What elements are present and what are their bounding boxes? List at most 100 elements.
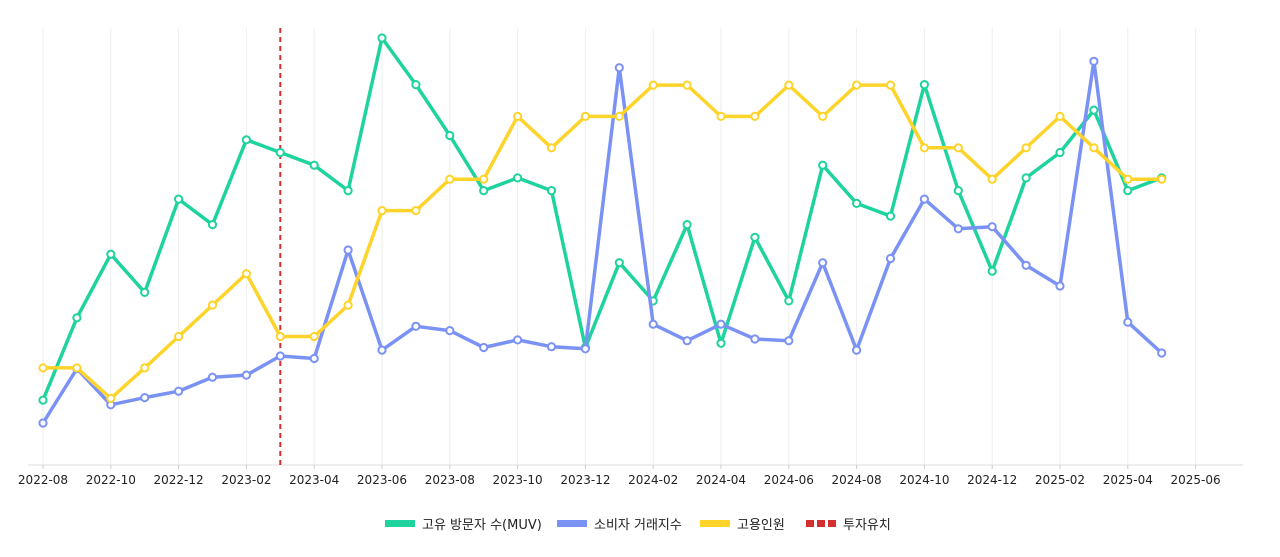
data-point[interactable]: [987, 174, 997, 184]
legend-item[interactable]: 고유 방문자 수(MUV): [385, 518, 542, 533]
data-point[interactable]: [1055, 281, 1065, 291]
data-point[interactable]: [818, 258, 828, 268]
data-point[interactable]: [445, 174, 455, 184]
data-point[interactable]: [479, 186, 489, 196]
data-point[interactable]: [1089, 105, 1099, 115]
data-point[interactable]: [987, 222, 997, 232]
data-point[interactable]: [1157, 174, 1167, 184]
data-point[interactable]: [309, 160, 319, 170]
data-point[interactable]: [919, 194, 930, 204]
data-point[interactable]: [275, 331, 285, 342]
legend[interactable]: 고유 방문자 수(MUV) 소비자 거래지수 고용인원 투자유치: [385, 518, 891, 533]
data-point[interactable]: [513, 335, 523, 345]
data-point[interactable]: [852, 80, 862, 90]
data-point[interactable]: [987, 266, 997, 276]
data-point[interactable]: [445, 326, 455, 336]
data-point[interactable]: [207, 220, 218, 230]
data-point[interactable]: [207, 372, 218, 382]
data-point[interactable]: [106, 249, 116, 259]
data-point[interactable]: [207, 300, 218, 310]
data-point[interactable]: [1021, 260, 1031, 270]
data-point[interactable]: [614, 63, 624, 73]
data-point[interactable]: [377, 206, 387, 216]
data-point[interactable]: [580, 344, 591, 354]
data-point[interactable]: [1157, 348, 1167, 358]
data-point[interactable]: [750, 232, 760, 242]
data-point[interactable]: [716, 111, 726, 122]
legend-item[interactable]: 소비자 거래지수: [557, 518, 682, 533]
data-point[interactable]: [309, 353, 319, 364]
data-point[interactable]: [38, 395, 48, 405]
data-point[interactable]: [614, 258, 624, 268]
data-point[interactable]: [953, 143, 963, 153]
data-point[interactable]: [852, 345, 862, 355]
data-point[interactable]: [343, 300, 353, 310]
data-point[interactable]: [38, 418, 48, 428]
data-point[interactable]: [1021, 173, 1031, 183]
data-point[interactable]: [919, 143, 930, 153]
data-point[interactable]: [750, 334, 760, 344]
data-point[interactable]: [479, 342, 489, 353]
data-point[interactable]: [140, 287, 150, 297]
data-point[interactable]: [1089, 143, 1099, 153]
data-point[interactable]: [445, 130, 455, 141]
data-point[interactable]: [174, 194, 184, 204]
data-point[interactable]: [241, 370, 251, 380]
legend-item[interactable]: 투자유치: [806, 518, 891, 533]
data-point[interactable]: [411, 80, 421, 90]
data-point[interactable]: [72, 363, 82, 373]
data-point[interactable]: [174, 386, 184, 396]
data-point[interactable]: [885, 211, 896, 221]
data-point[interactable]: [648, 80, 658, 90]
data-point[interactable]: [953, 186, 963, 196]
data-point[interactable]: [885, 80, 896, 90]
data-point[interactable]: [174, 331, 184, 342]
data-point[interactable]: [852, 198, 862, 208]
data-point[interactable]: [479, 174, 489, 184]
data-point[interactable]: [275, 147, 285, 158]
data-point[interactable]: [919, 80, 930, 90]
data-point[interactable]: [818, 111, 828, 122]
data-point[interactable]: [1021, 143, 1031, 153]
data-point[interactable]: [818, 160, 828, 170]
data-point[interactable]: [885, 253, 896, 264]
data-point[interactable]: [682, 336, 692, 346]
data-point[interactable]: [1123, 186, 1133, 196]
data-point[interactable]: [614, 111, 624, 122]
data-point[interactable]: [343, 186, 353, 196]
data-point[interactable]: [682, 80, 692, 90]
data-point[interactable]: [275, 351, 285, 361]
data-point[interactable]: [716, 338, 726, 348]
data-point[interactable]: [1123, 317, 1133, 327]
data-point[interactable]: [682, 220, 692, 230]
data-point[interactable]: [1055, 147, 1065, 158]
data-point[interactable]: [784, 296, 794, 306]
data-point[interactable]: [546, 186, 557, 196]
data-point[interactable]: [580, 111, 591, 122]
data-point[interactable]: [784, 336, 794, 346]
data-point[interactable]: [648, 319, 658, 329]
data-point[interactable]: [241, 269, 251, 279]
data-point[interactable]: [953, 224, 963, 234]
data-point[interactable]: [140, 393, 150, 403]
data-point[interactable]: [309, 331, 319, 342]
data-point[interactable]: [546, 342, 557, 352]
data-point[interactable]: [784, 80, 794, 90]
legend-item[interactable]: 고용인원: [700, 518, 785, 533]
data-point[interactable]: [1089, 56, 1099, 66]
data-point[interactable]: [411, 206, 421, 216]
data-point[interactable]: [513, 111, 523, 122]
data-point[interactable]: [241, 135, 251, 145]
data-point[interactable]: [546, 143, 557, 153]
data-point[interactable]: [38, 363, 48, 373]
data-point[interactable]: [1055, 111, 1065, 122]
data-point[interactable]: [72, 313, 82, 323]
data-point[interactable]: [106, 393, 116, 403]
data-point[interactable]: [750, 111, 760, 122]
data-point[interactable]: [513, 173, 523, 183]
data-point[interactable]: [377, 345, 387, 355]
data-point[interactable]: [377, 33, 387, 43]
data-point[interactable]: [140, 363, 150, 373]
data-point[interactable]: [716, 319, 726, 329]
data-point[interactable]: [1123, 174, 1133, 184]
